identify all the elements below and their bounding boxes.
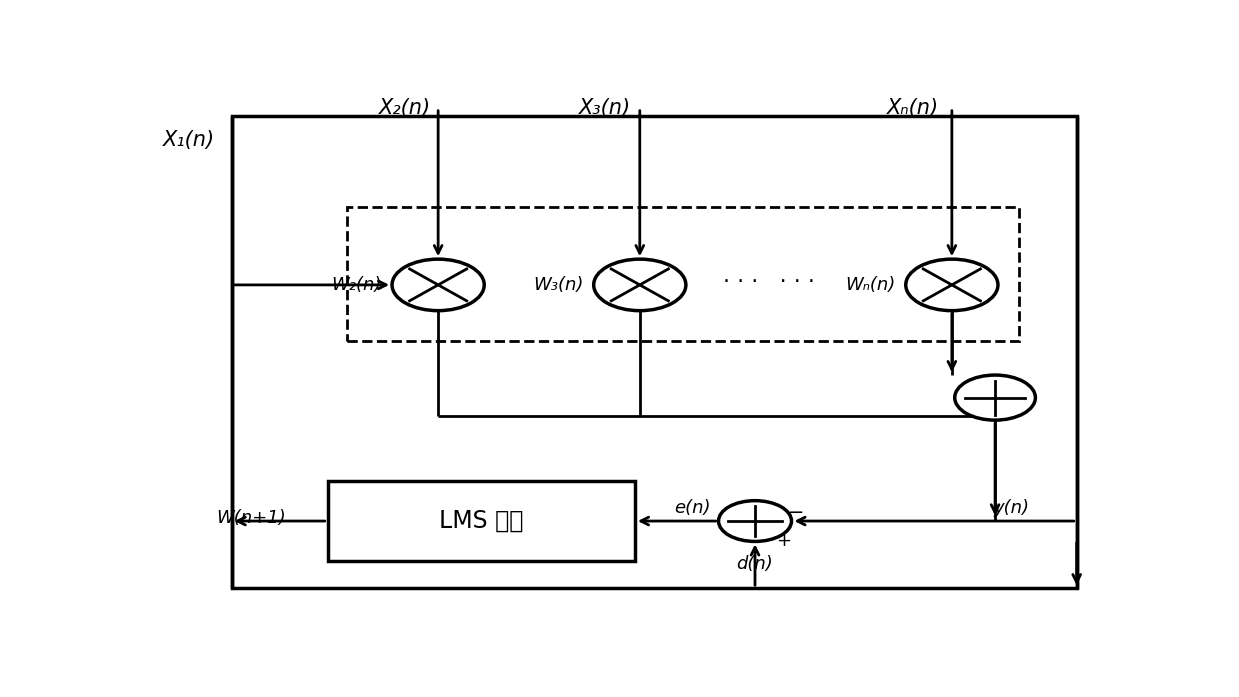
Circle shape <box>719 500 792 542</box>
Text: d(n): d(n) <box>737 555 773 573</box>
Text: W₃(n): W₃(n) <box>533 276 584 294</box>
Circle shape <box>593 259 686 311</box>
Circle shape <box>392 259 484 311</box>
Text: · · ·   · · ·: · · · · · · <box>724 273 815 292</box>
Text: −: − <box>788 503 804 523</box>
Text: W(n+1): W(n+1) <box>216 510 286 528</box>
Text: X₁(n): X₁(n) <box>162 130 214 150</box>
Text: X₂(n): X₂(n) <box>378 98 431 118</box>
Text: W₂(n): W₂(n) <box>331 276 382 294</box>
Text: e(n): e(n) <box>674 498 711 516</box>
Text: +: + <box>777 532 792 550</box>
Bar <box>327 481 636 561</box>
Bar <box>232 116 1077 588</box>
Text: Wₙ(n): Wₙ(n) <box>845 276 896 294</box>
Bar <box>347 207 1018 342</box>
Text: LMS 算法: LMS 算法 <box>439 509 524 533</box>
Circle shape <box>955 375 1036 420</box>
Text: Xₙ(n): Xₙ(n) <box>887 98 939 118</box>
Text: X₃(n): X₃(n) <box>579 98 632 118</box>
Text: y(n): y(n) <box>994 498 1030 516</box>
Circle shape <box>906 259 997 311</box>
